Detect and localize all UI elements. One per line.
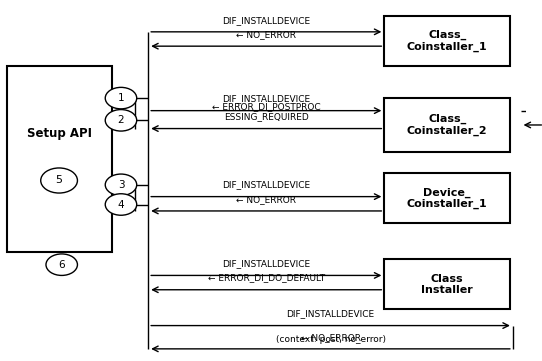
Text: 5: 5 <box>56 175 62 186</box>
FancyBboxPatch shape <box>7 66 112 252</box>
Circle shape <box>105 194 137 215</box>
Text: 4: 4 <box>118 200 124 209</box>
Text: Setup API: Setup API <box>27 127 92 140</box>
Text: ← NO_ERROR: ← NO_ERROR <box>300 333 360 342</box>
Text: DIF_INSTALLDEVICE: DIF_INSTALLDEVICE <box>287 309 375 318</box>
Circle shape <box>105 87 137 109</box>
Text: 3: 3 <box>118 180 124 190</box>
FancyBboxPatch shape <box>384 98 510 152</box>
Circle shape <box>105 174 137 196</box>
Text: Device_
Coinstaller_1: Device_ Coinstaller_1 <box>407 187 488 209</box>
FancyBboxPatch shape <box>384 16 510 66</box>
Text: DIF_INSTALLDEVICE: DIF_INSTALLDEVICE <box>222 259 311 268</box>
Text: 6: 6 <box>59 260 65 270</box>
Circle shape <box>105 110 137 131</box>
FancyBboxPatch shape <box>384 259 510 309</box>
Circle shape <box>46 254 78 275</box>
Text: DIF_INSTALLDEVICE: DIF_INSTALLDEVICE <box>222 95 311 104</box>
Text: Class_
Coinstaller_1: Class_ Coinstaller_1 <box>407 30 488 52</box>
Text: DIF_INSTALLDEVICE: DIF_INSTALLDEVICE <box>222 180 311 190</box>
FancyBboxPatch shape <box>384 173 510 223</box>
Text: DIF_INSTALLDEVICE: DIF_INSTALLDEVICE <box>222 16 311 25</box>
Text: ← ERROR_DI_DO_DEFAULT: ← ERROR_DI_DO_DEFAULT <box>208 274 325 283</box>
Circle shape <box>41 168 78 193</box>
Text: ← NO_ERROR: ← NO_ERROR <box>236 195 296 204</box>
Text: Class
Installer: Class Installer <box>421 274 473 295</box>
Text: 2: 2 <box>118 115 124 125</box>
Text: ← ERROR_DI_POSTPROC
ESSING_REQUIRED: ← ERROR_DI_POSTPROC ESSING_REQUIRED <box>212 102 320 121</box>
Text: ← NO_ERROR: ← NO_ERROR <box>236 30 296 39</box>
Text: Class_
Coinstaller_2: Class_ Coinstaller_2 <box>407 114 488 136</box>
Text: 1: 1 <box>118 93 124 103</box>
Text: (context: post, no_error): (context: post, no_error) <box>275 335 385 344</box>
